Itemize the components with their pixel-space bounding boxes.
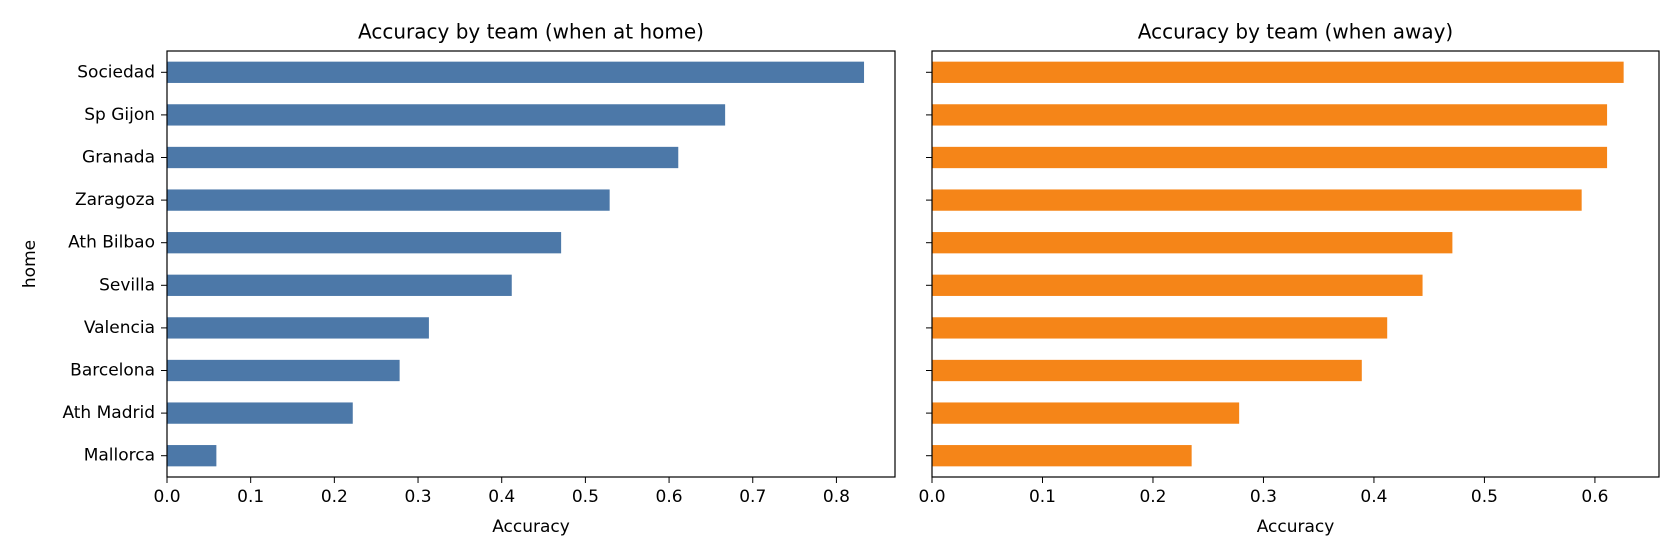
x-tick-label: 0.0 <box>153 487 180 507</box>
x-tick-label: 0.5 <box>572 487 599 507</box>
y-tick-label: Valencia <box>84 318 155 338</box>
y-tick-label: Sociedad <box>77 62 155 82</box>
chart-title: Accuracy by team (when away) <box>1138 20 1453 44</box>
bar <box>167 189 610 211</box>
plot-frame <box>166 50 896 478</box>
bar <box>167 274 512 296</box>
bar <box>167 146 679 169</box>
y-tick-label: Barcelona <box>70 361 155 381</box>
y-tick-label: Mallorca <box>84 446 155 466</box>
x-tick-label: 0.3 <box>1250 487 1277 507</box>
y-tick-label: Zaragoza <box>75 190 155 210</box>
bar <box>167 445 217 467</box>
y-tick-label: Granada <box>82 148 155 168</box>
x-tick-label: 0.2 <box>1139 487 1166 507</box>
bar <box>932 317 1388 339</box>
bar <box>167 359 400 382</box>
bar <box>932 445 1192 467</box>
x-tick-label: 0.1 <box>1029 487 1056 507</box>
bar <box>932 274 1423 296</box>
chart-title: Accuracy by team (when at home) <box>358 20 704 44</box>
plot-frame <box>931 50 1660 478</box>
x-tick-label: 0.7 <box>739 487 766 507</box>
x-tick-label: 0.4 <box>1360 487 1387 507</box>
bar <box>167 317 429 339</box>
bar <box>932 402 1240 424</box>
bar <box>167 61 865 83</box>
x-tick-label: 0.0 <box>918 487 945 507</box>
bar <box>932 189 1582 211</box>
x-tick-label: 0.1 <box>237 487 264 507</box>
x-tick-label: 0.8 <box>823 487 850 507</box>
bar <box>932 232 1453 254</box>
x-tick-label: 0.4 <box>488 487 515 507</box>
x-tick-label: 0.3 <box>405 487 432 507</box>
y-tick-label: Ath Madrid <box>62 403 155 423</box>
bar <box>932 61 1624 83</box>
bar <box>167 104 726 126</box>
x-axis-label: Accuracy <box>492 517 570 537</box>
bar <box>932 146 1608 169</box>
y-tick-label: Sp Gijon <box>84 105 155 125</box>
x-tick-label: 0.2 <box>321 487 348 507</box>
y-tick-label: Sevilla <box>99 275 155 295</box>
x-axis-label: Accuracy <box>1257 517 1335 537</box>
y-tick-label: Ath Bilbao <box>68 233 155 253</box>
bar <box>167 402 353 424</box>
bar <box>167 232 562 254</box>
x-tick-label: 0.5 <box>1471 487 1498 507</box>
bar <box>932 104 1608 126</box>
x-tick-label: 0.6 <box>1581 487 1608 507</box>
x-tick-label: 0.6 <box>656 487 683 507</box>
y-axis-label: home <box>20 240 40 288</box>
bar <box>932 359 1362 382</box>
